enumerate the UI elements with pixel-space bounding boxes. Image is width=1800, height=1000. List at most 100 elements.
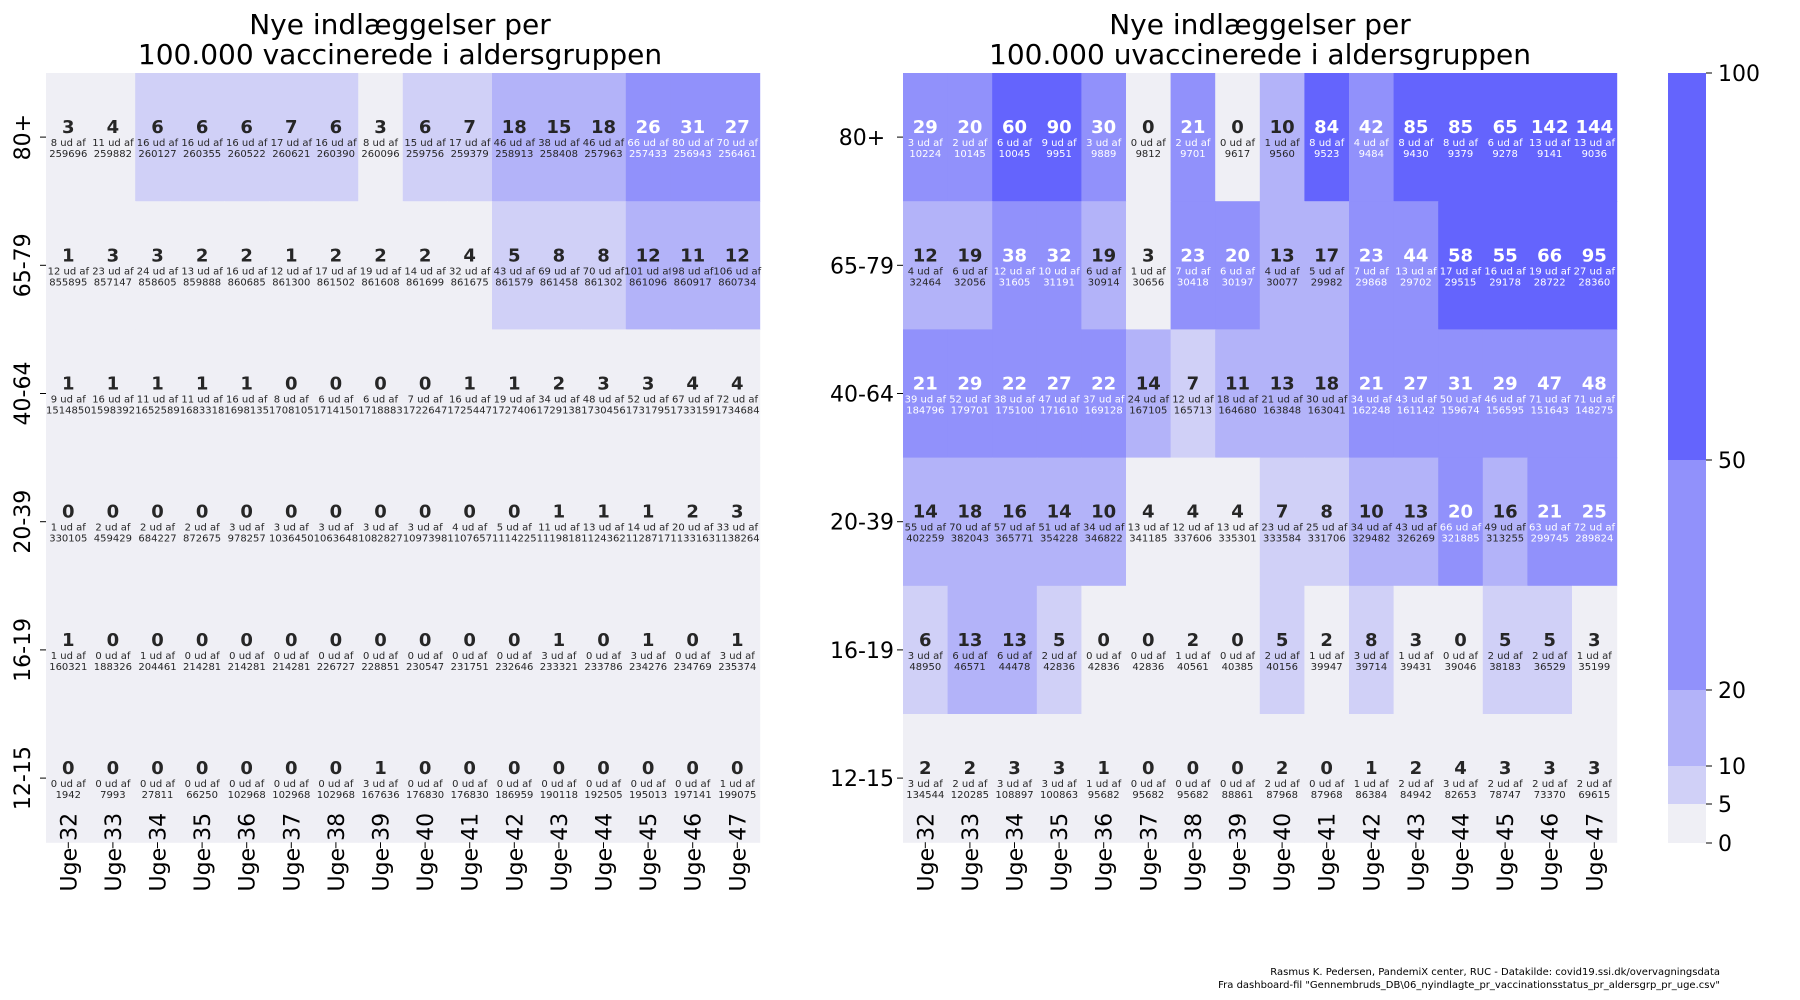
- cell-count-label: 106 ud af: [713, 266, 761, 277]
- heatmap-cell: [1170, 714, 1216, 843]
- heatmap-cell: [1438, 457, 1484, 587]
- cell-count-label: 13 ud af: [1217, 523, 1259, 534]
- cell-total-label: 9812: [1136, 149, 1161, 160]
- cell-count-label: 6 ud af: [1488, 138, 1524, 149]
- heatmap-cell: [1126, 73, 1172, 202]
- heatmap-cell: [903, 457, 949, 587]
- cell-count-label: 0 ud af: [185, 651, 221, 662]
- cell-total-label: 859888: [183, 277, 221, 288]
- cell-count-label: 15 ud af: [404, 138, 446, 149]
- cell-value-label: 5: [1276, 630, 1289, 651]
- cell-value-label: 1: [107, 374, 120, 395]
- heatmap-cell: [1259, 329, 1305, 459]
- cell-total-label: 9617: [1225, 149, 1250, 160]
- cell-value-label: 144: [1576, 117, 1614, 138]
- cell-count-label: 3 ud af: [1443, 779, 1479, 790]
- cell-count-label: 2 ud af: [1398, 779, 1434, 790]
- heatmap-cell: [46, 585, 92, 715]
- cell-count-label: 3 ud af: [908, 138, 944, 149]
- cell-count-label: 8 ud af: [363, 138, 399, 149]
- cell-total-label: 186959: [495, 790, 533, 801]
- y-tick-label: 40-64: [11, 362, 36, 426]
- cell-count-label: 19 ud af: [1529, 266, 1571, 277]
- cell-count-label: 1 ud af: [720, 779, 756, 790]
- cell-count-label: 6 ud af: [318, 395, 354, 406]
- cell-value-label: 2: [686, 502, 699, 523]
- cell-total-label: 102968: [317, 790, 355, 801]
- cell-count-label: 3 ud af: [1042, 779, 1078, 790]
- cell-value-label: 55: [1493, 245, 1518, 266]
- cell-total-label: 9701: [1180, 149, 1205, 160]
- cell-count-label: 2 ud af: [1175, 138, 1211, 149]
- cell-count-label: 38 ud af: [538, 138, 580, 149]
- heatmap-cell: [402, 329, 448, 459]
- heatmap-cell: [1349, 714, 1395, 843]
- heatmap-cell: [1438, 714, 1484, 843]
- cell-count-label: 8 ud af: [1398, 138, 1434, 149]
- cell-count-label: 0 ud af: [1131, 651, 1167, 662]
- cell-total-label: 39046: [1445, 662, 1477, 673]
- cell-total-label: 1652589: [135, 406, 180, 417]
- x-tick-label: Uge 40: [1271, 813, 1296, 892]
- cell-value-label: 3: [731, 502, 744, 523]
- cell-total-label: 159674: [1441, 406, 1479, 417]
- cell-count-label: 0 ud af: [274, 651, 310, 662]
- cell-total-label: 260621: [272, 149, 310, 160]
- cell-total-label: 1097398: [403, 534, 448, 545]
- cell-count-label: 13 ud af: [181, 266, 223, 277]
- heatmap-cell: [1170, 329, 1216, 459]
- cell-count-label: 1 ud af: [51, 651, 87, 662]
- cell-count-label: 0 ud af: [1131, 138, 1167, 149]
- cell-count-label: 0 ud af: [185, 779, 221, 790]
- cell-count-label: 1 ud af: [140, 651, 176, 662]
- cell-count-label: 32 ud af: [449, 266, 491, 277]
- cell-count-label: 0 ud af: [274, 779, 310, 790]
- cell-value-label: 3: [151, 245, 164, 266]
- cell-value-label: 12: [636, 245, 661, 266]
- cell-total-label: 69615: [1578, 790, 1610, 801]
- heatmap-cell: [358, 201, 404, 330]
- cell-count-label: 20 ud af: [672, 523, 714, 534]
- cell-value-label: 16: [1002, 502, 1027, 523]
- heatmap-cell: [670, 73, 716, 202]
- cell-total-label: 42836: [1088, 662, 1120, 673]
- cell-count-label: 46 ud af: [583, 138, 625, 149]
- cell-value-label: 48: [1582, 374, 1607, 395]
- cell-count-label: 0 ud af: [1309, 779, 1345, 790]
- cell-total-label: 102968: [272, 790, 310, 801]
- heatmap-cell: [715, 714, 761, 843]
- cell-total-label: 30656: [1132, 277, 1164, 288]
- heatmap-cell: [492, 585, 538, 715]
- cell-value-label: 1: [285, 245, 298, 266]
- cell-value-label: 2: [240, 245, 253, 266]
- cell-count-label: 16 ud af: [226, 266, 268, 277]
- cell-count-label: 0 ud af: [1175, 779, 1211, 790]
- cell-total-label: 259756: [406, 149, 444, 160]
- heatmap-cell: [447, 585, 493, 715]
- heatmap-cell: [903, 585, 949, 715]
- cell-total-label: 30418: [1177, 277, 1209, 288]
- chart-title-line-2: 100.000 uvaccinerede i aldersgruppen: [989, 38, 1531, 71]
- x-tick-label: Uge 41: [1316, 813, 1341, 892]
- heatmap-cell: [1170, 73, 1216, 202]
- cell-count-label: 6 ud af: [997, 651, 1033, 662]
- cell-value-label: 0: [240, 758, 253, 779]
- heatmap-cell: [135, 714, 181, 843]
- cell-count-label: 16 ud af: [181, 138, 223, 149]
- heatmap-cell: [447, 329, 493, 459]
- cell-value-label: 0: [1142, 630, 1155, 651]
- cell-count-label: 6 ud af: [952, 651, 988, 662]
- cell-value-label: 0: [1454, 630, 1467, 651]
- heatmap-cell: [135, 201, 181, 330]
- heatmap-cell: [46, 73, 92, 202]
- heatmap-cell: [1349, 201, 1395, 330]
- heatmap-cell: [1215, 457, 1261, 587]
- cell-value-label: 1: [553, 502, 566, 523]
- cell-value-label: 3: [1142, 245, 1155, 266]
- cell-total-label: 1683318: [180, 406, 225, 417]
- cell-value-label: 0: [62, 502, 75, 523]
- heatmap-cell: [179, 329, 225, 459]
- cell-count-label: 1 ud af: [51, 523, 87, 534]
- cell-count-label: 7 ud af: [1175, 266, 1211, 277]
